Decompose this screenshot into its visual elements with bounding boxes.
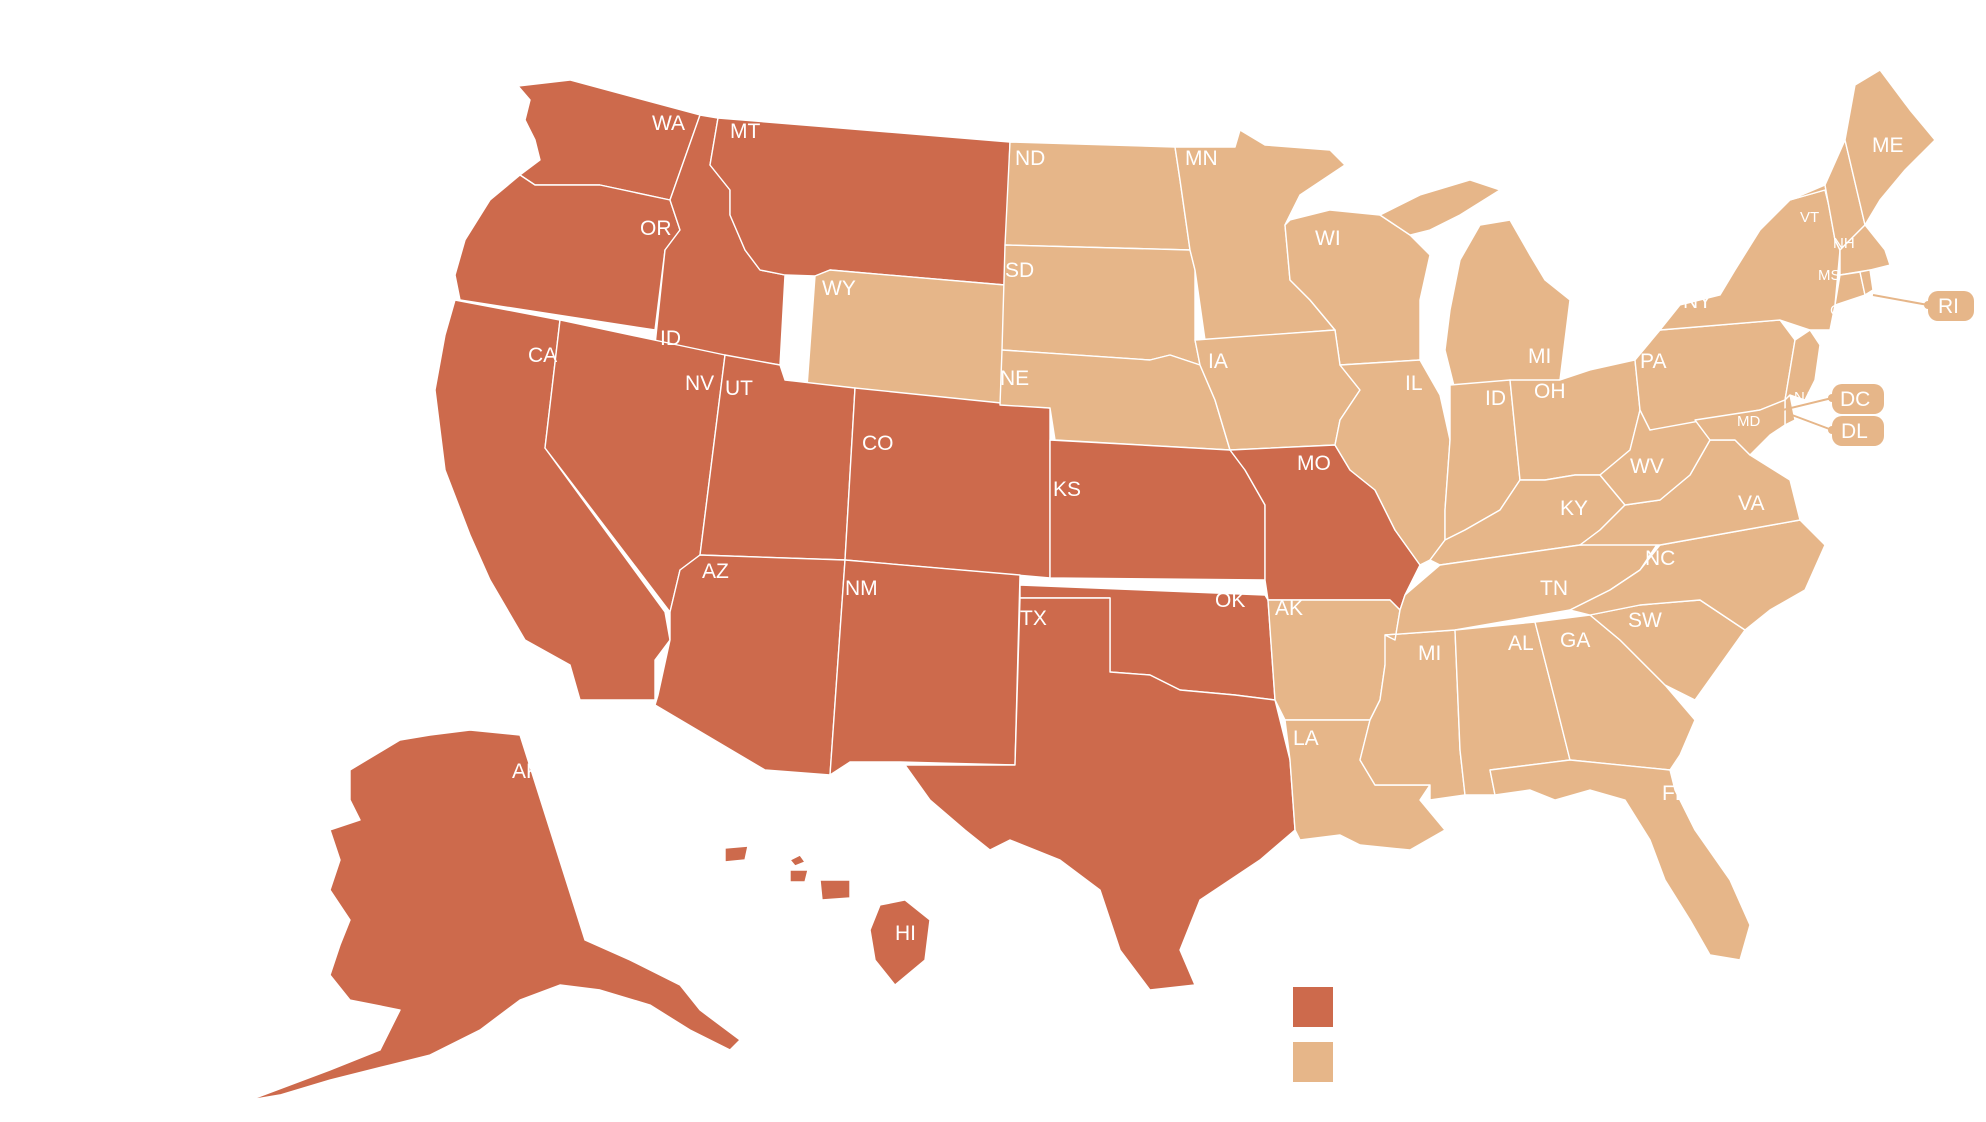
state-MD[interactable] — [1694, 399, 1786, 456]
state-IL[interactable] — [1334, 359, 1451, 566]
state-NC[interactable] — [1569, 519, 1826, 631]
state-NJ[interactable] — [1784, 329, 1821, 401]
callout-line-DE — [1791, 414, 1833, 431]
state-label-MI: MI — [1528, 345, 1551, 368]
state-label-WV: WV — [1630, 455, 1664, 478]
state-label-MO: MO — [1297, 452, 1331, 475]
state-label-AL: AL — [1508, 632, 1534, 655]
state-label-AZ: AZ — [702, 560, 729, 583]
state-label-NJ: NJ — [1794, 389, 1812, 406]
state-TX[interactable] — [904, 597, 1296, 991]
state-label-MT: MT — [730, 120, 760, 143]
state-label-NC: NC — [1645, 547, 1675, 570]
state-label-FL: FL — [1662, 782, 1687, 805]
state-label-VT: VT — [1800, 209, 1819, 226]
state-label-OR: OR — [640, 217, 672, 240]
legend-swatch-group-b — [1293, 1042, 1333, 1082]
state-FL[interactable] — [1489, 759, 1751, 961]
state-WA[interactable] — [517, 79, 701, 201]
state-NM[interactable] — [829, 559, 1021, 776]
state-ME[interactable] — [1844, 69, 1936, 226]
state-label-UT: UT — [725, 377, 753, 400]
state-MI[interactable] — [1379, 179, 1571, 391]
callout-DE[interactable]: DL — [1791, 414, 1884, 446]
state-label-MS: MI — [1418, 642, 1441, 665]
state-label-MN: MN — [1185, 147, 1218, 170]
state-label-KS: KS — [1053, 478, 1081, 501]
callout-RI[interactable]: RI — [1872, 291, 1974, 321]
state-label-KY: KY — [1560, 497, 1588, 520]
state-label-IL: IL — [1405, 372, 1423, 395]
state-label-ND: ND — [1015, 147, 1045, 170]
state-CA[interactable] — [434, 299, 671, 701]
state-label-CT: CT — [1830, 302, 1850, 319]
state-label-TX: TX — [1020, 607, 1047, 630]
state-KS[interactable] — [1049, 439, 1266, 581]
state-RI[interactable] — [1859, 269, 1874, 296]
state-MT[interactable] — [709, 117, 1011, 286]
state-label-OK: OK — [1215, 589, 1245, 612]
state-label-IA: IA — [1208, 350, 1228, 373]
state-label-OH: OH — [1534, 380, 1566, 403]
callout-line-RI — [1872, 294, 1929, 306]
state-label-MA: MS — [1818, 267, 1841, 284]
state-label-CO: CO — [862, 432, 894, 455]
state-label-HI: HI — [895, 922, 916, 945]
state-label-NY: NY — [1683, 290, 1712, 313]
state-AK[interactable] — [249, 729, 741, 1101]
state-label-IN: ID — [1485, 387, 1506, 410]
state-label-GA: GA — [1560, 629, 1590, 652]
callout-pill-DC — [1832, 384, 1884, 414]
state-label-RI: RI — [1938, 295, 1959, 318]
state-UT[interactable] — [699, 354, 856, 561]
state-label-SC: SW — [1628, 609, 1662, 632]
callout-DC[interactable]: DC — [1761, 384, 1884, 416]
state-label-DE: DL — [1841, 420, 1868, 443]
state-label-NH: NH — [1833, 235, 1855, 252]
state-label-DC: DC — [1840, 388, 1870, 411]
state-label-WI: WI — [1315, 227, 1341, 250]
state-label-TN: TN — [1540, 577, 1568, 600]
state-label-ID: ID — [660, 327, 681, 350]
state-label-PA: PA — [1640, 350, 1666, 373]
callout-pill-RI — [1928, 291, 1974, 321]
state-label-MD: MD — [1737, 413, 1760, 430]
state-label-LA: LA — [1293, 727, 1319, 750]
state-label-NM: NM — [845, 577, 878, 600]
state-label-AK: AK — [512, 760, 540, 783]
state-label-ME: ME — [1872, 134, 1904, 157]
state-HI[interactable] — [724, 845, 931, 986]
legend-swatch-group-a — [1293, 987, 1333, 1027]
state-label-WA: WA — [652, 112, 685, 135]
state-label-NE: NE — [1000, 367, 1029, 390]
state-label-AR: AK — [1275, 597, 1303, 620]
callout-pill-DE — [1832, 416, 1884, 446]
state-label-CA: CA — [528, 344, 557, 367]
state-label-NV: NV — [685, 372, 714, 395]
state-CO[interactable] — [844, 387, 1051, 579]
state-label-WY: WY — [822, 277, 856, 300]
state-OR[interactable] — [454, 174, 681, 331]
state-label-VA: VA — [1738, 492, 1764, 515]
state-AZ[interactable] — [654, 554, 846, 776]
callout-line-DC — [1761, 397, 1833, 416]
state-label-SD: SD — [1005, 259, 1034, 282]
